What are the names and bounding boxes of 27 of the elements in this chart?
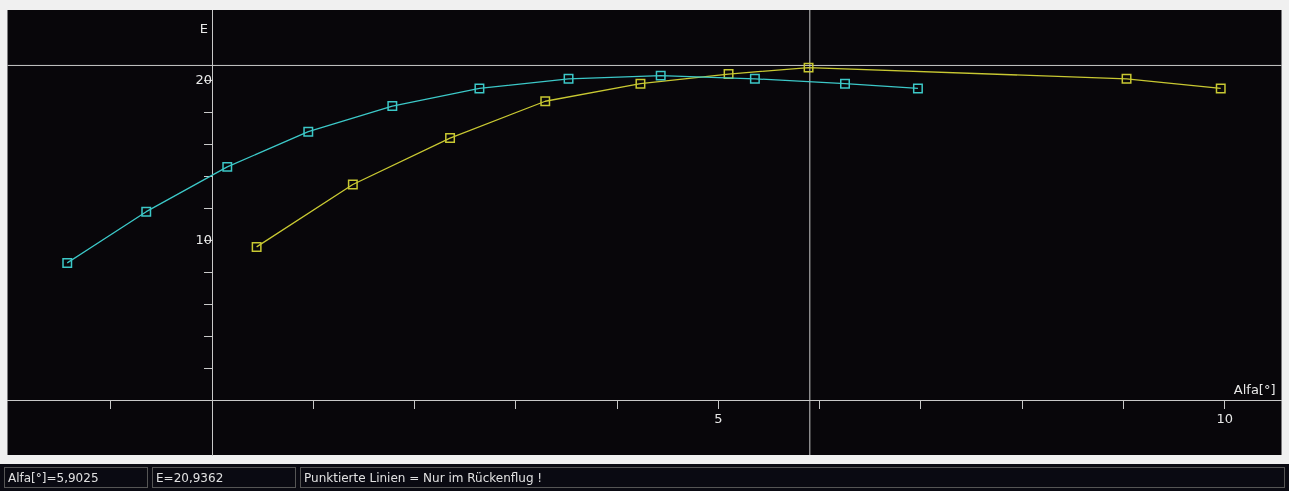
text: E=20,9362	[152, 467, 296, 488]
point	[803, 62, 814, 73]
point	[1215, 83, 1226, 94]
point	[635, 78, 646, 89]
text: Alfa[°]=5,9025	[4, 467, 148, 488]
point	[540, 96, 551, 107]
point	[840, 78, 851, 89]
point	[655, 70, 666, 81]
point	[723, 69, 734, 80]
x-tick-label: 5	[714, 410, 723, 426]
point	[445, 133, 456, 144]
point	[1121, 73, 1132, 84]
point	[222, 161, 233, 172]
x-axis-title: Alfa[°]	[1233, 381, 1276, 397]
point	[347, 179, 358, 190]
point	[474, 83, 485, 94]
point	[912, 83, 923, 94]
y-axis-title: E	[199, 20, 209, 36]
point	[141, 206, 152, 217]
point	[62, 257, 73, 268]
point	[251, 241, 262, 252]
point	[563, 73, 574, 84]
y-tick-label: 20	[195, 71, 213, 87]
point	[749, 73, 760, 84]
text: Punktierte Linien = Nur im Rückenflug !	[300, 467, 1285, 488]
point	[387, 101, 398, 112]
point	[303, 126, 314, 137]
